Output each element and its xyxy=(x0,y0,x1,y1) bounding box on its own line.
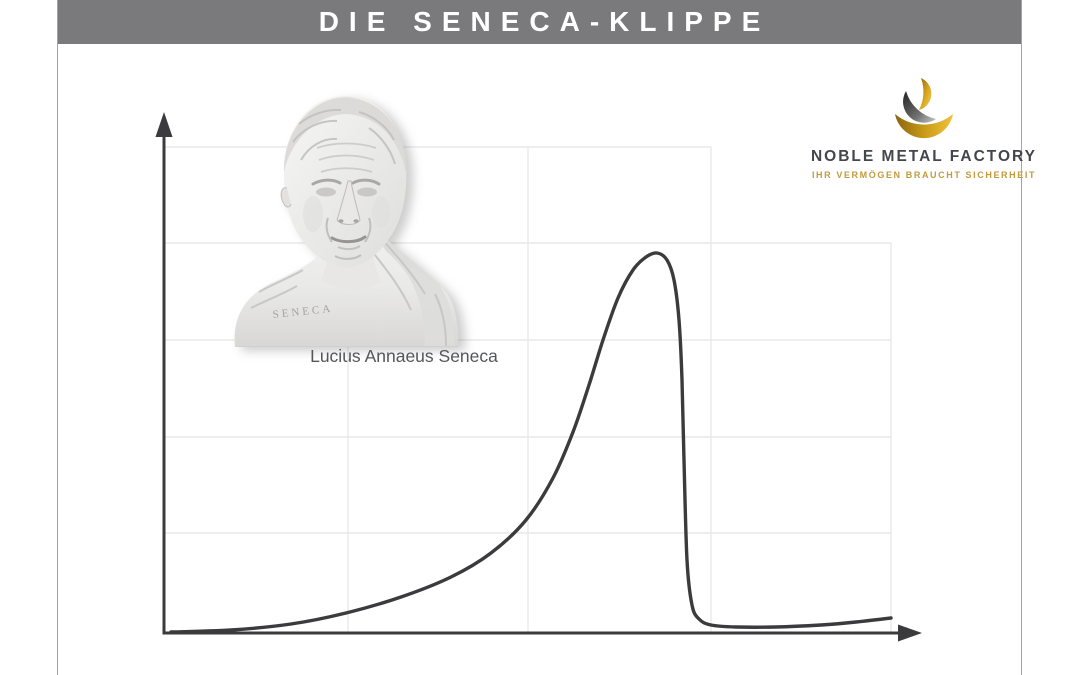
bust-caption: Lucius Annaeus Seneca xyxy=(310,346,498,366)
title-bar: DIE SENECA-KLIPPE xyxy=(58,0,1021,44)
seneca-bust-image: SENECA xyxy=(234,96,459,347)
bust-inscription: SENECA xyxy=(272,303,334,321)
bust-torso xyxy=(234,218,459,347)
logo-name: NOBLE METAL FACTORY xyxy=(810,148,1037,165)
seneca-cliff-curve xyxy=(169,251,893,634)
x-axis-arrow-icon xyxy=(898,624,922,642)
content-frame: DIE SENECA-KLIPPE Lucius Annaeus Seneca xyxy=(57,0,1035,675)
company-logo: NOBLE METAL FACTORY IHR VERMÖGEN BRAUCHT… xyxy=(798,74,1050,180)
bust-head xyxy=(283,96,407,268)
axes xyxy=(155,112,922,642)
grid-lines xyxy=(164,146,892,633)
page-title: DIE SENECA-KLIPPE xyxy=(318,6,771,37)
triple-crescent-icon xyxy=(895,78,953,139)
logo-tagline: IHR VERMÖGEN BRAUCHT SICHERHEIT xyxy=(811,170,1037,180)
y-axis-arrow-icon xyxy=(155,112,173,137)
